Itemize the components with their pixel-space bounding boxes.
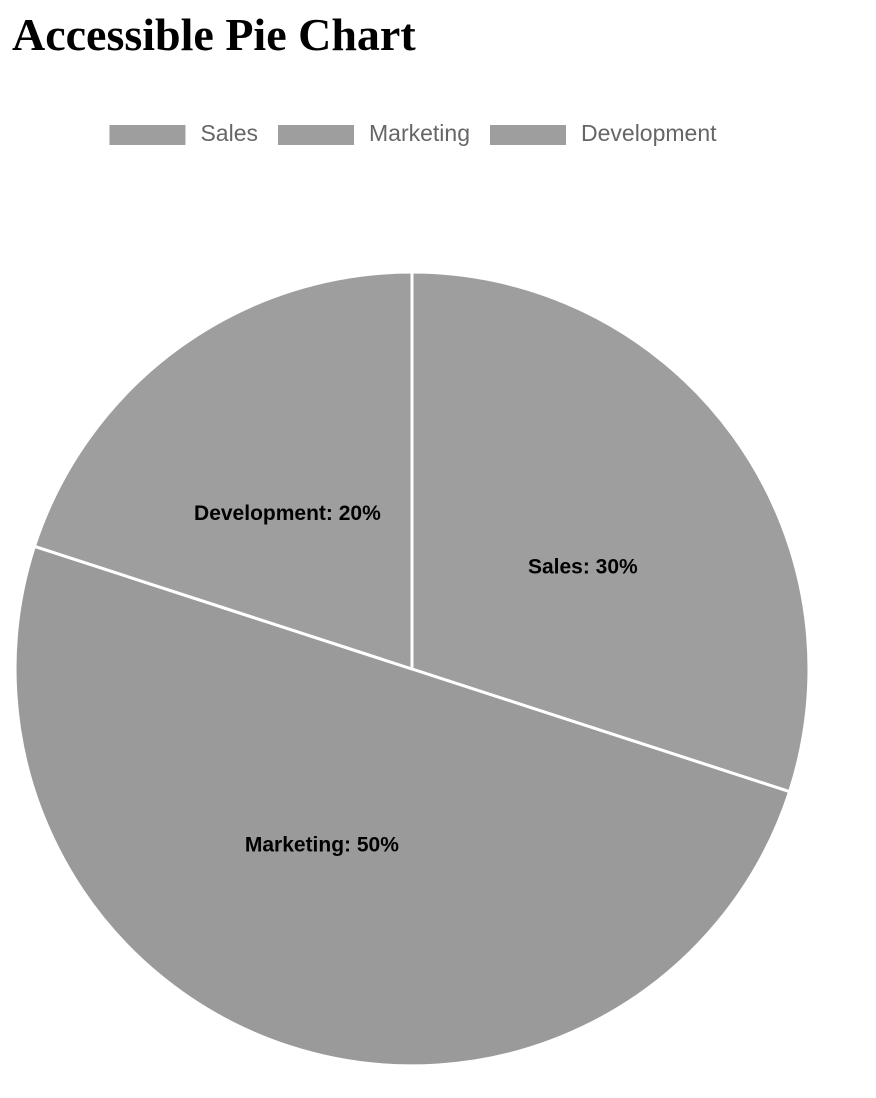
legend-item-sales[interactable]: Sales (109, 120, 258, 146)
pie-slice-development[interactable] (32, 270, 414, 671)
pie-slice-marketing[interactable] (13, 544, 792, 1068)
legend-label-marketing: Marketing (369, 120, 470, 146)
pie-slice-sales[interactable] (410, 270, 811, 794)
slice-label-marketing: Marketing: 50% (245, 833, 399, 856)
pie-slices (13, 270, 811, 1068)
chart-legend: Sales Marketing Development (109, 120, 717, 146)
slice-label-sales: Sales: 30% (528, 556, 638, 579)
slice-label-development: Development: 20% (194, 502, 381, 525)
legend-item-marketing[interactable]: Marketing (278, 120, 470, 146)
legend-label-development: Development (581, 120, 717, 146)
legend-swatch-development (490, 125, 566, 145)
legend-swatch-sales (109, 125, 186, 145)
page-title: Accessible Pie Chart (12, 9, 416, 60)
slice-labels: Sales: 30% Marketing: 50% Development: 20% (194, 502, 638, 856)
legend-swatch-marketing (278, 125, 355, 145)
legend-item-development[interactable]: Development (490, 120, 717, 146)
legend-label-sales: Sales (200, 120, 258, 146)
